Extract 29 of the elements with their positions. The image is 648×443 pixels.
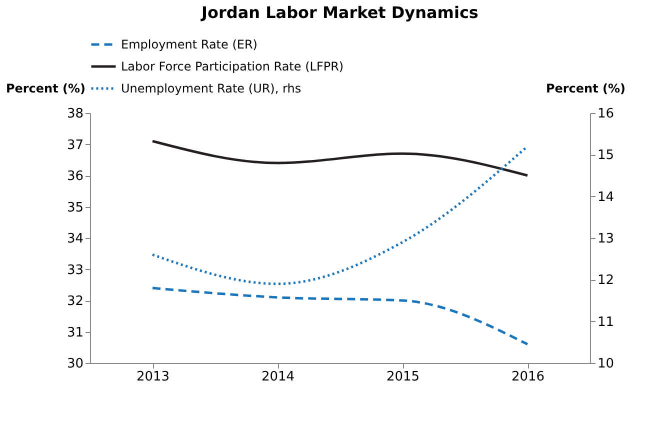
line-series <box>151 286 529 346</box>
chart-title: Jordan Labor Market Dynamics <box>200 3 478 22</box>
y2-tick-label: 15 <box>598 148 614 164</box>
y2-tick-label: 11 <box>598 314 614 330</box>
y2-tick-label: 10 <box>598 356 614 372</box>
y2-axis-title: Percent (%) <box>546 82 626 96</box>
line-series <box>151 145 529 286</box>
y-tick-label: 33 <box>66 262 84 278</box>
x-tick-label: 2015 <box>386 370 420 384</box>
y-tick-label: 35 <box>66 200 84 216</box>
x-tick-label: 2013 <box>136 370 170 384</box>
legend-label: Unemployment Rate (UR), rhs <box>121 82 302 96</box>
y2-tick-label: 13 <box>598 232 614 246</box>
line-series <box>151 140 529 177</box>
y-tick-label: 36 <box>66 169 84 184</box>
y-tick-label: 30 <box>66 356 84 372</box>
y-tick-label: 31 <box>66 325 84 340</box>
y-tick-label: 32 <box>66 294 84 309</box>
x-tick-label: 2016 <box>511 370 545 384</box>
y-tick-label: 38 <box>66 106 84 122</box>
y2-tick-label: 12 <box>598 273 614 288</box>
legend-label: Employment Rate (ER) <box>121 38 258 52</box>
legend-label: Labor Force Participation Rate (LFPR) <box>121 60 344 74</box>
y2-tick-label: 14 <box>598 190 614 205</box>
y2-tick-label: 16 <box>598 106 614 122</box>
y-axis-title: Percent (%) <box>6 82 86 96</box>
y-tick-label: 34 <box>66 232 84 246</box>
x-tick-label: 2014 <box>261 370 295 384</box>
y-tick-label: 37 <box>66 138 84 153</box>
